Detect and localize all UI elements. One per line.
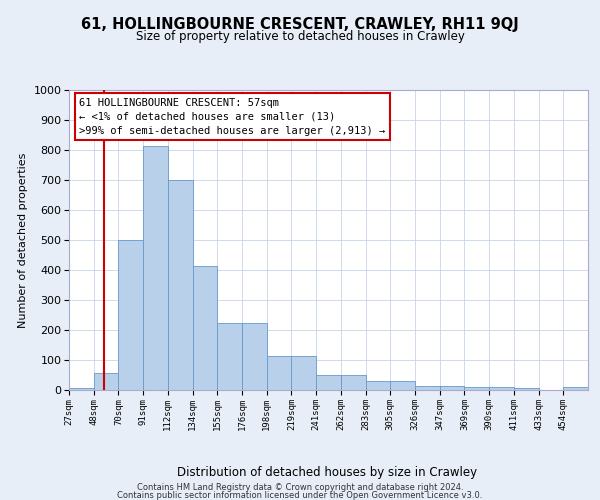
Bar: [94, 373, 118, 390]
Bar: [217, 322, 242, 390]
Text: 61 HOLLINGBOURNE CRESCENT: 57sqm
← <1% of detached houses are smaller (13)
>99% : 61 HOLLINGBOURNE CRESCENT: 57sqm ← <1% o…: [79, 98, 386, 136]
Bar: [514, 388, 539, 390]
Text: Contains HM Land Registry data © Crown copyright and database right 2024.: Contains HM Land Registry data © Crown c…: [137, 482, 463, 492]
Bar: [440, 386, 464, 390]
Text: Distribution of detached houses by size in Crawley: Distribution of detached houses by size …: [177, 466, 477, 479]
Y-axis label: Number of detached properties: Number of detached properties: [18, 152, 28, 328]
Bar: [464, 387, 489, 390]
Bar: [168, 180, 193, 390]
Bar: [267, 356, 292, 390]
Bar: [489, 387, 514, 390]
Bar: [316, 375, 341, 390]
Text: Size of property relative to detached houses in Crawley: Size of property relative to detached ho…: [136, 30, 464, 43]
Bar: [563, 387, 588, 390]
Text: 61, HOLLINGBOURNE CRESCENT, CRAWLEY, RH11 9QJ: 61, HOLLINGBOURNE CRESCENT, CRAWLEY, RH1…: [81, 18, 519, 32]
Bar: [292, 356, 316, 390]
Bar: [143, 146, 168, 390]
Bar: [118, 240, 143, 390]
Bar: [415, 386, 440, 390]
Text: Contains public sector information licensed under the Open Government Licence v3: Contains public sector information licen…: [118, 492, 482, 500]
Bar: [365, 381, 390, 390]
Bar: [242, 322, 267, 390]
Bar: [69, 388, 94, 390]
Bar: [193, 266, 217, 390]
Bar: [341, 375, 365, 390]
Bar: [390, 381, 415, 390]
